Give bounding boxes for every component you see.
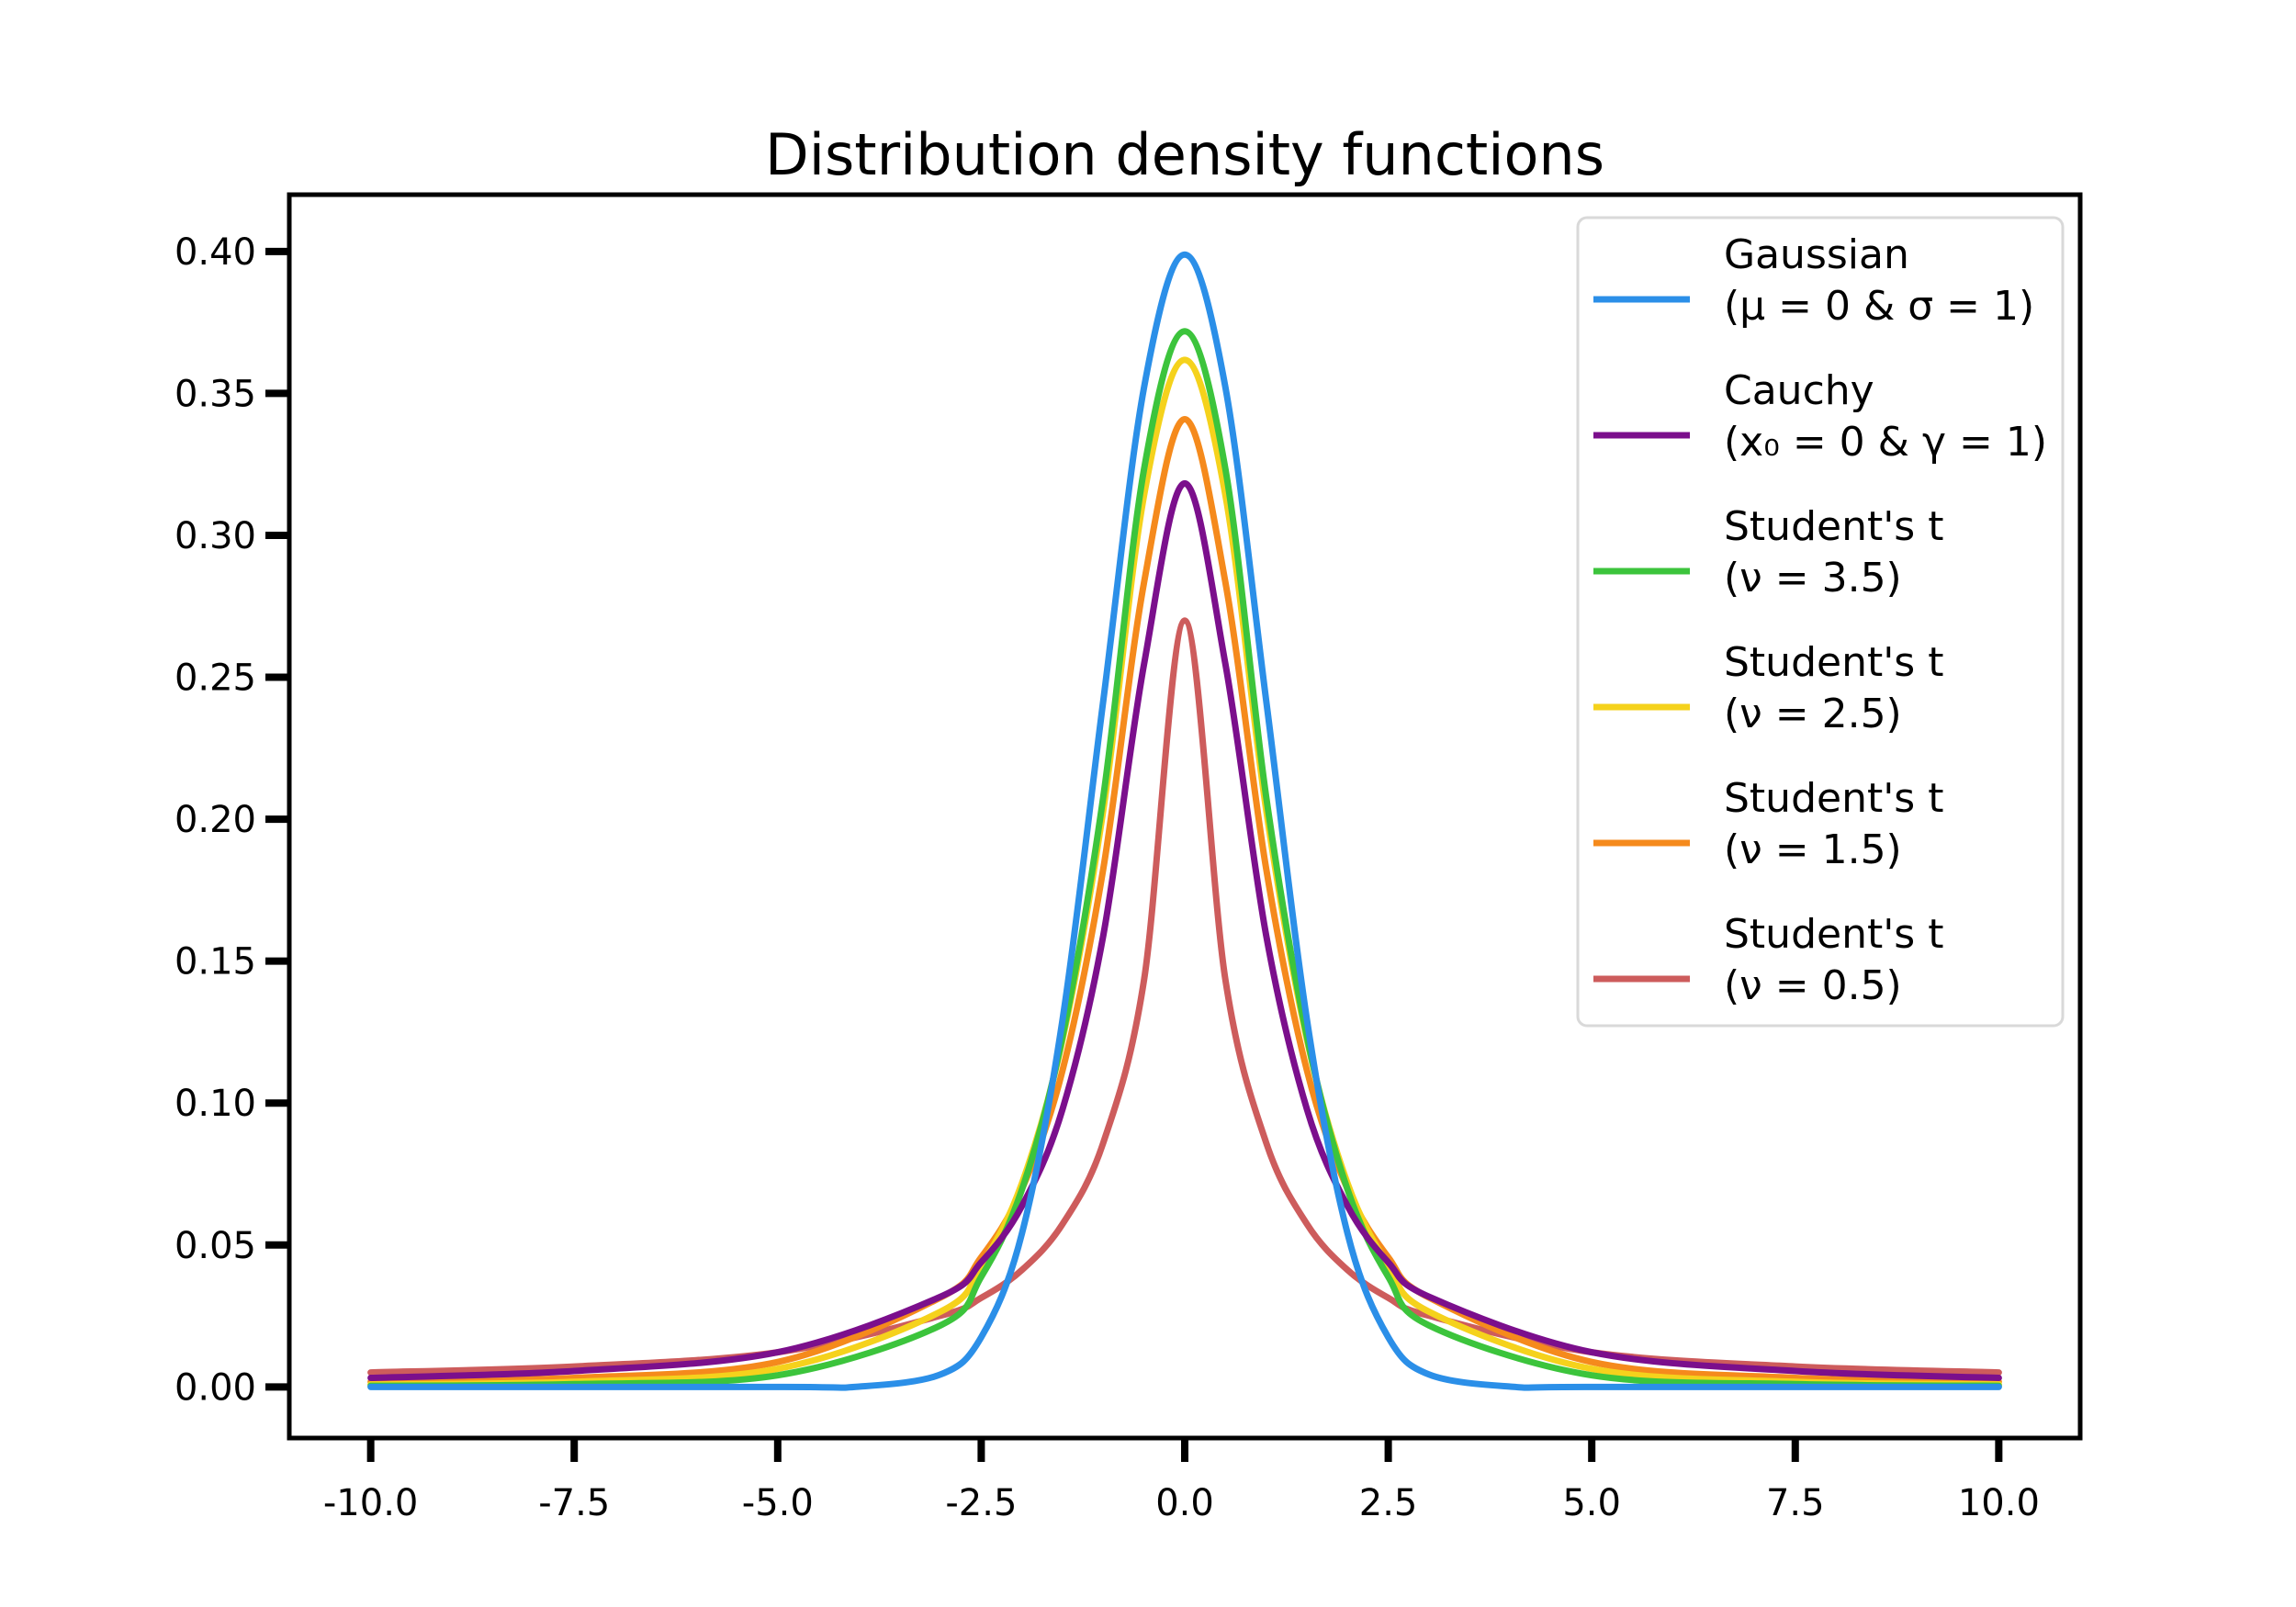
chart-title: Distribution density functions <box>765 121 1604 188</box>
legend-label: Gaussian <box>1724 231 1909 278</box>
x-tick-label: -5.0 <box>742 1482 814 1524</box>
y-tick-label: 0.30 <box>174 515 256 557</box>
y-tick-label: 0.35 <box>174 373 256 415</box>
x-axis: -10.0 -7.5 -5.0 -2.5 0.0 2.5 5.0 7.5 10.0 <box>323 1438 2040 1524</box>
legend-params: (ν = 3.5) <box>1724 555 1902 601</box>
x-tick-label: 2.5 <box>1359 1482 1418 1524</box>
y-tick-label: 0.15 <box>174 941 256 983</box>
legend-label: Student's t <box>1724 639 1943 686</box>
series-lines <box>367 251 2002 1391</box>
series-line-1 <box>367 479 2002 1381</box>
x-tick-label: -10.0 <box>323 1482 419 1524</box>
y-tick-label: 0.05 <box>174 1225 256 1267</box>
legend-label: Student's t <box>1724 775 1943 822</box>
series-line-5 <box>367 617 2002 1377</box>
legend-params: (ν = 2.5) <box>1724 691 1902 737</box>
y-tick-label: 0.25 <box>174 657 256 700</box>
legend-params: (μ = 0 & σ = 1) <box>1724 283 2034 330</box>
y-tick-label: 0.10 <box>174 1083 256 1125</box>
series-line-0 <box>367 251 2002 1391</box>
x-tick-label: -2.5 <box>945 1482 1017 1524</box>
legend-params: (x₀ = 0 & γ = 1) <box>1724 419 2047 466</box>
x-tick-label: 10.0 <box>1958 1482 2040 1524</box>
series-line-3 <box>367 356 2002 1388</box>
legend-params: (ν = 0.5) <box>1724 962 1902 1009</box>
legend-params: (ν = 1.5) <box>1724 826 1902 873</box>
x-tick-label: -7.5 <box>538 1482 610 1524</box>
legend-label: Cauchy <box>1724 367 1874 414</box>
x-tick-label: 0.0 <box>1155 1482 1214 1524</box>
legend-box <box>1576 216 2065 1028</box>
y-tick-label: 0.40 <box>174 231 256 274</box>
legend-label: Student's t <box>1724 911 1943 958</box>
x-tick-label: 5.0 <box>1562 1482 1621 1524</box>
x-tick-label: 7.5 <box>1766 1482 1825 1524</box>
legend: Gaussian (μ = 0 & σ = 1) Cauchy (x₀ = 0 & γ… <box>1576 216 2065 1028</box>
legend-label: Student's t <box>1724 503 1943 550</box>
y-axis: 0.00 0.05 0.10 0.15 0.20 0.25 0.30 0.35 0.40 <box>174 231 289 1409</box>
series-line-2 <box>367 328 2002 1389</box>
y-tick-label: 0.00 <box>174 1366 256 1409</box>
y-tick-label: 0.20 <box>174 799 256 841</box>
